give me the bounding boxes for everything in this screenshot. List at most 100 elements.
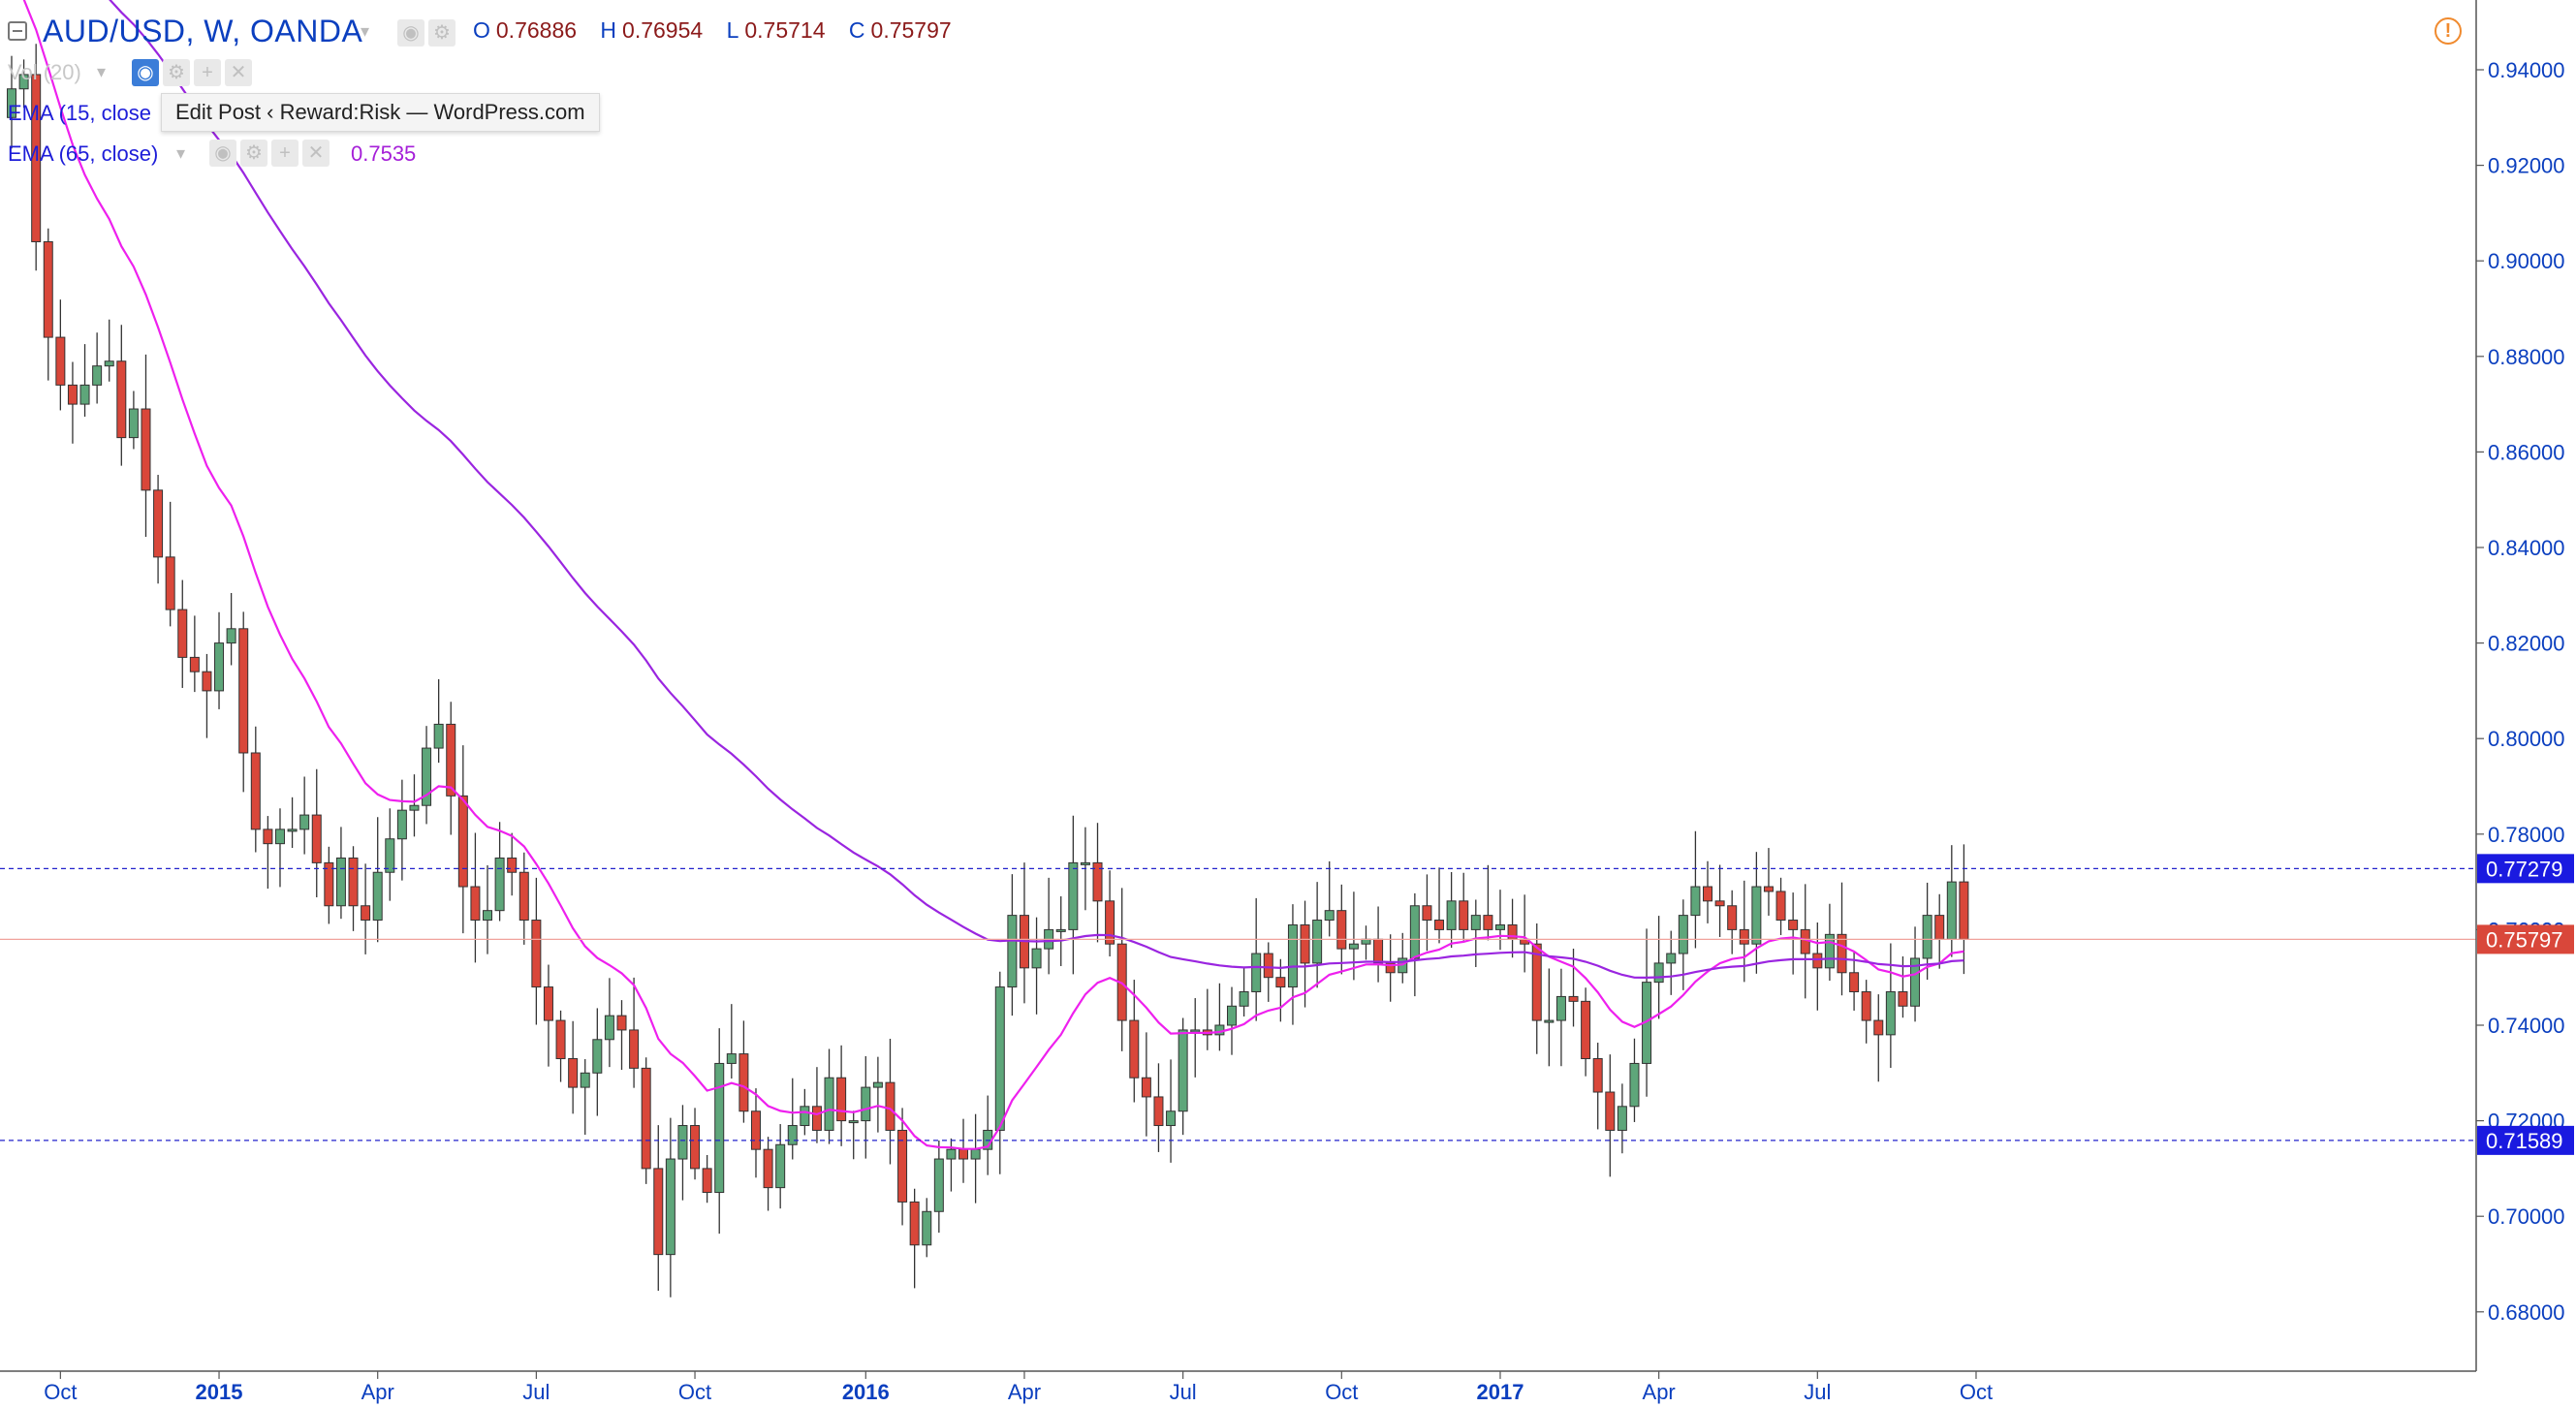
candle bbox=[690, 1108, 701, 1180]
high-label: H bbox=[600, 17, 617, 43]
candle-body bbox=[1409, 905, 1420, 959]
candle bbox=[202, 653, 212, 738]
candle bbox=[738, 1020, 749, 1123]
close-icon[interactable]: ✕ bbox=[302, 140, 330, 167]
y-tick-label: 0.86000 bbox=[2488, 440, 2565, 464]
candle bbox=[933, 1140, 944, 1234]
gear-icon[interactable]: ⚙ bbox=[240, 140, 267, 167]
candle bbox=[1300, 900, 1310, 1008]
candle-body bbox=[1824, 933, 1835, 969]
candle-body bbox=[274, 829, 285, 845]
chevron-down-icon[interactable]: ▾ bbox=[176, 143, 186, 163]
close-icon[interactable]: ✕ bbox=[225, 59, 252, 86]
candle bbox=[1714, 864, 1725, 937]
high-value: 0.76954 bbox=[622, 17, 704, 43]
candle-body bbox=[141, 408, 151, 491]
candle bbox=[1398, 932, 1408, 984]
candle-body bbox=[1775, 891, 1786, 922]
plus-icon[interactable]: + bbox=[194, 59, 221, 86]
collapse-icon[interactable] bbox=[8, 21, 27, 41]
candle bbox=[372, 817, 383, 943]
candle bbox=[653, 1125, 664, 1292]
candle bbox=[165, 501, 175, 627]
ema-lines bbox=[12, 0, 1964, 1150]
candle bbox=[909, 1188, 920, 1289]
candle bbox=[1946, 845, 1957, 957]
candle bbox=[861, 1055, 871, 1159]
ema15-legend[interactable]: EMA (15, close bbox=[8, 101, 151, 125]
candle bbox=[104, 319, 114, 382]
candle-body bbox=[1287, 923, 1298, 988]
open-label: O bbox=[473, 17, 490, 43]
candle bbox=[1678, 899, 1688, 990]
y-tick-label: 0.84000 bbox=[2488, 536, 2565, 560]
candle-body bbox=[433, 723, 444, 749]
candle bbox=[958, 1118, 969, 1183]
eye-icon[interactable]: ◉ bbox=[397, 19, 424, 47]
candle-body bbox=[372, 871, 383, 922]
candle bbox=[1214, 983, 1225, 1051]
candle-body bbox=[1080, 861, 1090, 865]
candle bbox=[1629, 1038, 1640, 1122]
symbol-title[interactable]: AUD/USD, W, OANDA bbox=[43, 14, 363, 48]
candle bbox=[55, 299, 66, 411]
y-tick-label: 0.74000 bbox=[2488, 1014, 2565, 1038]
candle bbox=[335, 827, 346, 920]
candle bbox=[787, 1078, 798, 1160]
candle bbox=[1068, 815, 1079, 975]
candle bbox=[43, 228, 53, 381]
candle-body bbox=[311, 814, 322, 863]
plus-icon[interactable]: + bbox=[271, 140, 298, 167]
eye-icon[interactable]: ◉ bbox=[209, 140, 236, 167]
ema-line-15[interactable] bbox=[12, 0, 1964, 1150]
candle-body bbox=[1031, 948, 1042, 969]
candle-body bbox=[616, 1015, 627, 1031]
candle-body bbox=[836, 1077, 847, 1122]
candle-body bbox=[1763, 886, 1774, 892]
candle-body bbox=[92, 365, 103, 386]
x-tick-label: Apr bbox=[1008, 1380, 1041, 1404]
y-tick-label: 0.90000 bbox=[2488, 249, 2565, 273]
low-value: 0.75714 bbox=[744, 17, 826, 43]
x-tick-label: 2017 bbox=[1477, 1380, 1524, 1404]
candle bbox=[1520, 894, 1530, 973]
candle-body bbox=[1251, 953, 1262, 992]
candle bbox=[287, 797, 298, 849]
candle-body bbox=[226, 628, 236, 644]
candle-body bbox=[348, 857, 359, 907]
gear-icon[interactable]: ⚙ bbox=[163, 59, 190, 86]
candle bbox=[1788, 892, 1799, 975]
chevron-down-icon[interactable]: ▾ bbox=[97, 62, 107, 81]
candle bbox=[811, 1067, 822, 1143]
eye-icon[interactable]: ◉ bbox=[132, 59, 159, 86]
candle-body bbox=[1494, 923, 1505, 930]
candle bbox=[568, 1020, 579, 1114]
chevron-down-icon[interactable]: ▾ bbox=[361, 21, 370, 41]
candle bbox=[1751, 852, 1762, 974]
candle bbox=[970, 1113, 981, 1204]
candle bbox=[1336, 884, 1347, 975]
candle-body bbox=[543, 986, 553, 1021]
candle-body bbox=[970, 1148, 981, 1160]
candle bbox=[1324, 860, 1335, 937]
candle bbox=[1812, 922, 1823, 1011]
low-label: L bbox=[726, 17, 739, 43]
x-tick-label: 2015 bbox=[196, 1380, 243, 1404]
ema65-legend[interactable]: EMA (65, close) bbox=[8, 141, 159, 166]
candle bbox=[726, 1004, 737, 1079]
candle-body bbox=[1470, 915, 1481, 930]
volume-legend[interactable]: Vol (20) bbox=[8, 60, 81, 84]
alert-icon[interactable]: ! bbox=[2435, 17, 2462, 45]
candle bbox=[1202, 988, 1212, 1050]
candle-body bbox=[665, 1158, 675, 1256]
candle-body bbox=[604, 1015, 614, 1041]
candle-body bbox=[763, 1148, 773, 1189]
gear-icon[interactable]: ⚙ bbox=[428, 19, 456, 47]
candle-body bbox=[214, 642, 225, 692]
candle bbox=[1763, 848, 1774, 916]
candle-body bbox=[1617, 1106, 1627, 1131]
candle-body bbox=[1166, 1110, 1177, 1127]
candle bbox=[18, 59, 29, 109]
candle bbox=[1409, 892, 1420, 997]
